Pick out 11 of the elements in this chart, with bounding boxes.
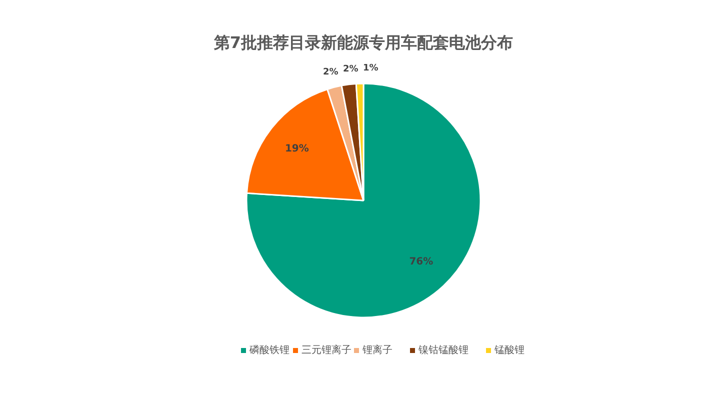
legend-label: 锂离子 <box>362 344 392 356</box>
legend-label: 镍钴锰酸锂 <box>418 344 468 356</box>
data-label: 1% <box>362 63 378 74</box>
data-label: 19% <box>284 143 309 154</box>
data-label: 76% <box>409 256 434 268</box>
legend-label: 锰酸锂 <box>494 344 524 356</box>
legend-label: 三元锂离子 <box>302 344 352 356</box>
legend-label: 磷酸铁锂 <box>248 344 290 356</box>
chart-title: 第7批推荐目录新能源专用车配套电池分布 <box>212 33 514 52</box>
data-label: 2% <box>322 67 338 78</box>
data-label: 2% <box>342 64 358 74</box>
